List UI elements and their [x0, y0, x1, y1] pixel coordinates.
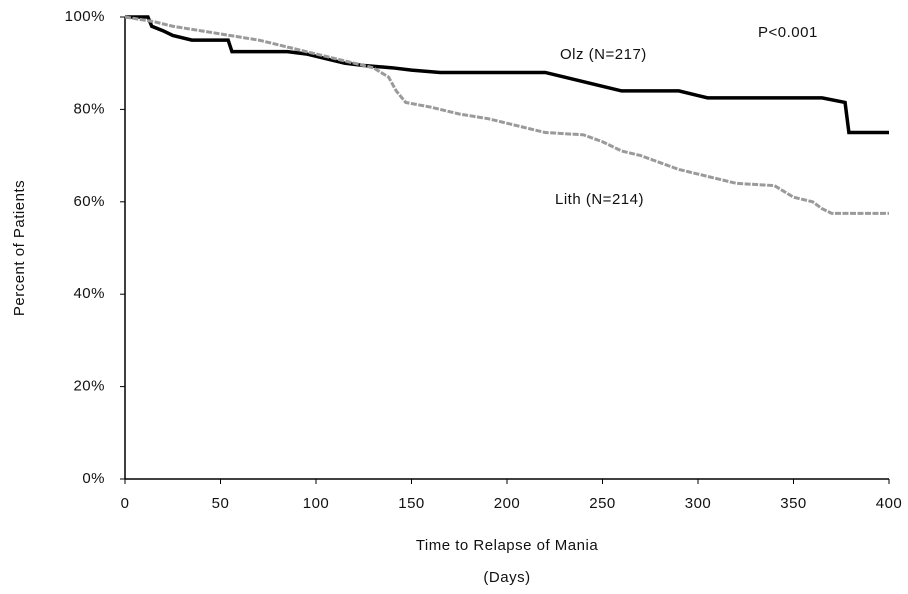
x-axis-unit: (Days) — [483, 569, 530, 586]
x-tick-label: 350 — [780, 495, 807, 512]
x-tick-label: 50 — [212, 495, 230, 512]
y-axis-label: Percent of Patients — [11, 180, 28, 316]
y-tick-label: 100% — [65, 8, 105, 25]
y-tick-label: 60% — [73, 193, 105, 210]
y-tick-label: 0% — [82, 470, 105, 487]
x-tick-label: 250 — [589, 495, 616, 512]
x-tick-label: 150 — [398, 495, 425, 512]
y-tick-label: 80% — [73, 100, 105, 117]
x-tick-label: 100 — [303, 495, 330, 512]
x-tick-label: 0 — [121, 495, 130, 512]
survival-curve — [124, 15, 889, 215]
series-label: Olz (N=217) — [560, 46, 647, 63]
x-axis-label: Time to Relapse of Mania — [416, 537, 599, 554]
survival-curve — [125, 15, 889, 135]
x-tick-label: 200 — [494, 495, 521, 512]
p-value: P<0.001 — [758, 24, 818, 41]
y-tick-label: 20% — [73, 378, 105, 395]
x-tick-label: 300 — [685, 495, 712, 512]
x-tick-label: 400 — [876, 495, 903, 512]
series-label: Lith (N=214) — [555, 191, 644, 208]
y-tick-label: 40% — [73, 285, 105, 302]
